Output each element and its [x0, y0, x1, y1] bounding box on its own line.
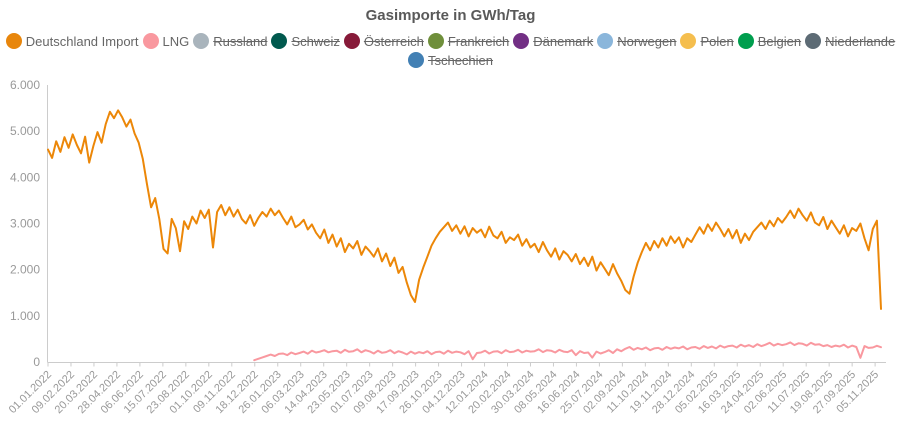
legend-item-label: Schweiz [291, 33, 340, 49]
legend-marker-icon [343, 33, 360, 49]
legend-marker-icon [805, 33, 822, 49]
legend-item--sterreich[interactable]: Österreich [343, 33, 424, 49]
legend-marker-icon [513, 33, 530, 49]
chart-title: Gasimporte in GWh/Tag [365, 7, 536, 24]
legend-item-polen[interactable]: Polen [680, 33, 734, 49]
y-axis-tick-label: 3.000 [10, 217, 40, 231]
legend-marker-icon [427, 33, 444, 49]
legend-item-label: Niederlande [825, 33, 896, 49]
legend: Deutschland Import LNG Russland Schweiz Öste… [0, 33, 901, 68]
legend-item-label: Frankreich [447, 33, 510, 49]
legend-item-label: Russland [213, 33, 268, 49]
y-axis-tick-label: 5.000 [10, 124, 40, 138]
legend-row-1: Deutschland Import LNG Russland Schweiz Öste… [0, 33, 901, 49]
legend-marker-icon [737, 33, 754, 49]
legend-item-norwegen[interactable]: Norwegen [597, 33, 676, 49]
y-axis-tick-label: 1.000 [10, 309, 40, 323]
legend-item-lng[interactable]: LNG [142, 33, 190, 49]
legend-item-frankreich[interactable]: Frankreich [427, 33, 510, 49]
legend-marker-icon [597, 33, 614, 49]
y-axis-tick-label: 2.000 [10, 263, 40, 277]
legend-item-belgien[interactable]: Belgien [737, 33, 802, 49]
legend-item-label: Dänemark [533, 33, 594, 49]
legend-marker-icon [680, 33, 697, 49]
legend-item-tschechien[interactable]: Tschechien [407, 52, 494, 68]
legend-item-label: Deutschland Import [25, 33, 139, 49]
legend-item-deutschland-import[interactable]: Deutschland Import [5, 33, 139, 49]
series-line-lng [253, 341, 882, 362]
legend-marker-icon [193, 33, 210, 49]
legend-item-russland[interactable]: Russland [193, 33, 267, 49]
legend-marker-icon [407, 52, 424, 68]
legend-marker-icon [271, 33, 288, 49]
legend-item-label: Tschechien [427, 52, 494, 68]
y-axis-tick-label: 6.000 [10, 78, 40, 92]
y-axis-tick-label: 0 [33, 355, 40, 369]
y-axis-tick-label: 4.000 [10, 170, 40, 184]
series-line-deutschland-import [47, 109, 882, 310]
legend-item-label: LNG [162, 33, 190, 49]
legend-item-schweiz[interactable]: Schweiz [271, 33, 340, 49]
legend-item-niederlande[interactable]: Niederlande [805, 33, 895, 49]
legend-item-label: Österreich [363, 33, 424, 49]
legend-marker-icon [5, 33, 22, 49]
legend-item-d-nemark[interactable]: Dänemark [513, 33, 593, 49]
legend-row-2: Tschechien [0, 52, 901, 68]
legend-item-label: Norwegen [617, 33, 677, 49]
legend-item-label: Belgien [757, 33, 802, 49]
legend-item-label: Polen [700, 33, 734, 49]
legend-marker-icon [142, 33, 159, 49]
